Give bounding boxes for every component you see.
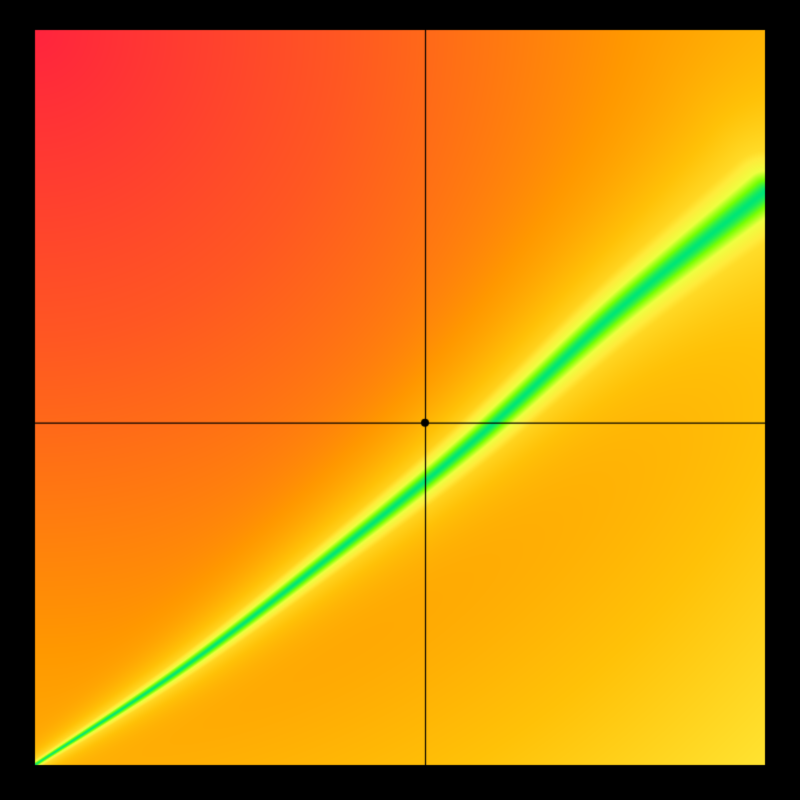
heatmap-canvas [0,0,800,800]
figure-root: TheBottleneck.com [0,0,800,800]
